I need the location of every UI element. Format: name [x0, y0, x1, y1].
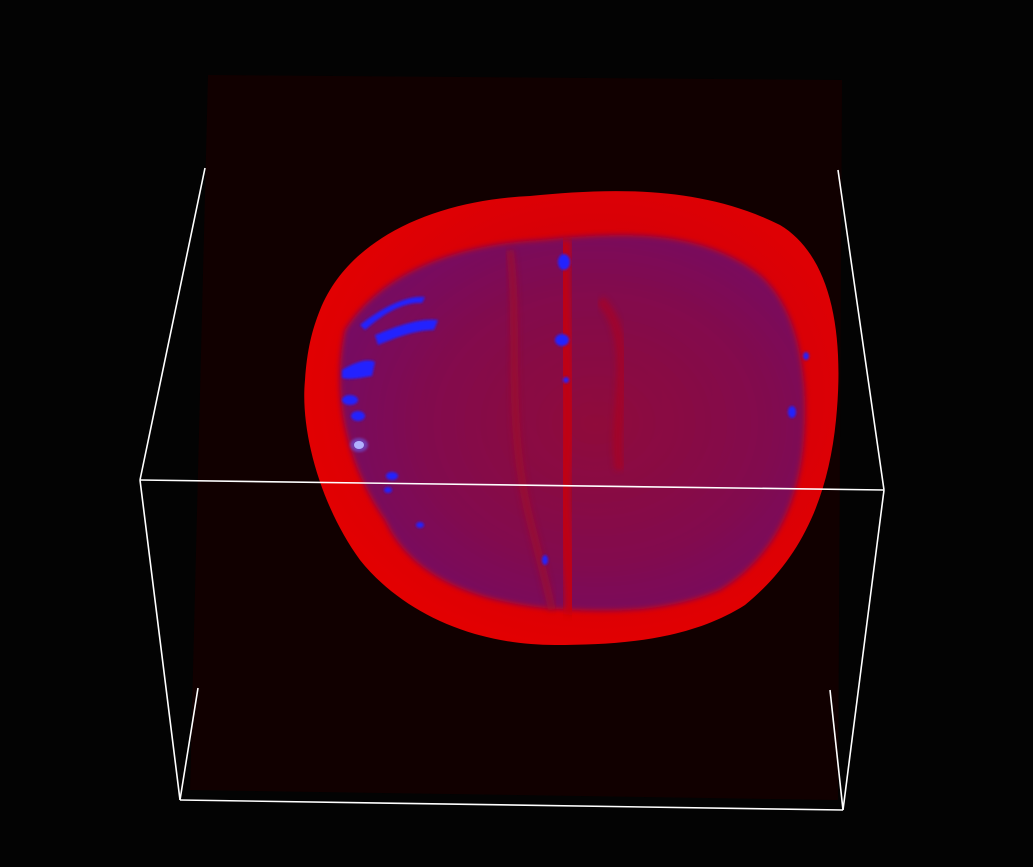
left-fold	[506, 249, 556, 611]
highlight-blob	[384, 487, 392, 493]
bounding-box	[139, 167, 885, 491]
central-fissure	[556, 239, 579, 616]
bounding-box-edge	[837, 169, 885, 491]
highlight-blob	[386, 472, 398, 480]
bounding-box-edge	[139, 167, 206, 481]
highlight-blob	[803, 352, 809, 360]
blue-highlights	[342, 254, 809, 565]
bounding-box-edge	[179, 799, 844, 811]
highlight-blob	[416, 522, 424, 528]
specimen-volume	[304, 191, 839, 645]
highlight-blob	[542, 555, 548, 565]
hotspot-glow	[350, 438, 368, 452]
highlight-blob	[342, 395, 358, 405]
highlight-blob	[788, 406, 796, 418]
highlight-streak	[360, 296, 425, 330]
highlight-streak	[342, 360, 375, 379]
bounding-box-front	[139, 479, 885, 811]
bounding-box-edge	[139, 479, 885, 491]
right-fold	[596, 296, 627, 471]
highlight-blob	[351, 411, 365, 421]
bounding-box-edge	[179, 687, 199, 801]
highlight-blob	[555, 334, 569, 346]
highlight-streak	[375, 319, 438, 345]
highlight-blob	[563, 377, 569, 383]
highlight-blob	[558, 254, 570, 270]
bounding-box-edge	[842, 489, 885, 811]
bounding-box-edge	[139, 479, 181, 801]
bounding-box-edge	[829, 689, 844, 811]
